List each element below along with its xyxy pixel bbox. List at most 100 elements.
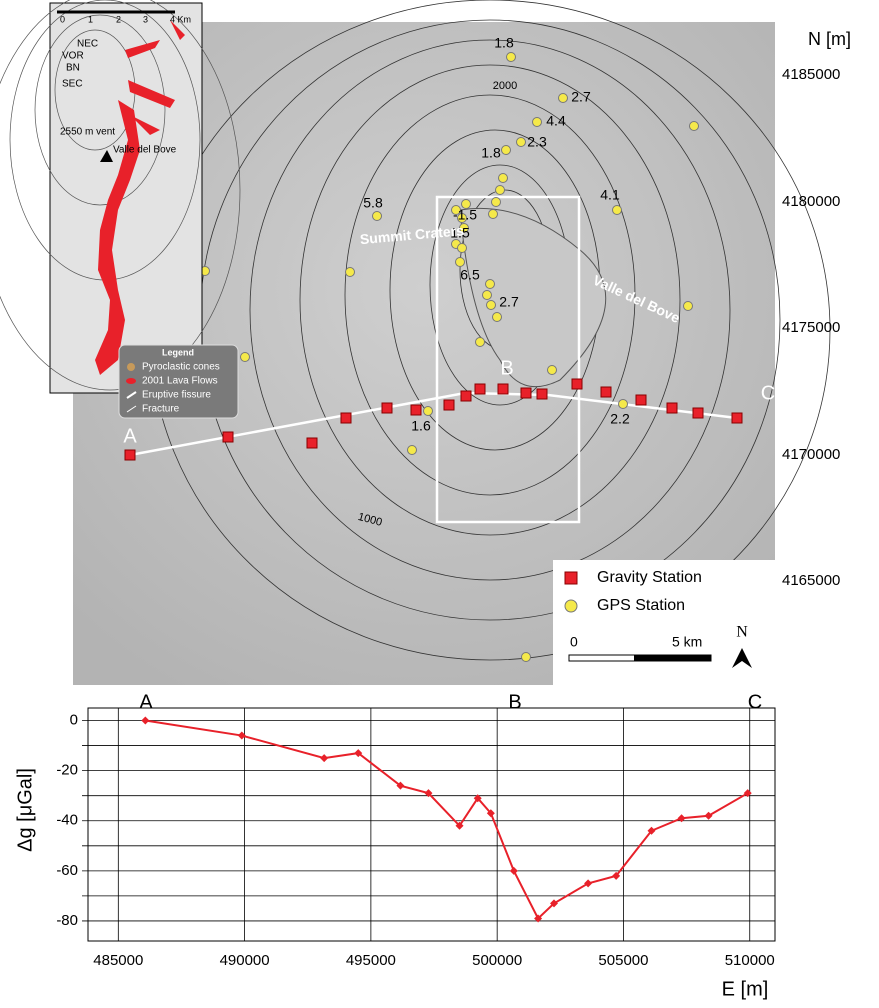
y-tick-label: -60 xyxy=(56,862,78,879)
gravity-station xyxy=(732,413,742,423)
inset-scale: 3 xyxy=(143,14,148,24)
x-tick-label: 485000 xyxy=(93,952,143,969)
northing-label: 4170000 xyxy=(782,446,840,463)
x-tick-label: 490000 xyxy=(220,952,270,969)
gravity-station xyxy=(537,389,547,399)
gps-station xyxy=(533,118,542,127)
x-tick-label: 510000 xyxy=(725,952,775,969)
inset-label: NEC xyxy=(77,39,98,50)
gravity-station xyxy=(461,391,471,401)
inset-label: Valle del Bove xyxy=(113,145,177,156)
gps-station xyxy=(486,280,495,289)
legend-gps-marker xyxy=(565,600,577,612)
gps-station xyxy=(424,407,433,416)
legend-gps: GPS Station xyxy=(597,597,685,614)
inset-label: SEC xyxy=(62,79,83,90)
gps-station xyxy=(496,186,505,195)
displacement-label: 2.3 xyxy=(527,134,547,150)
displacement-label: 1.8 xyxy=(481,145,501,161)
displacement-label: 1.6 xyxy=(411,418,431,434)
inset-scale: 1 xyxy=(88,14,93,24)
north-label: N xyxy=(736,624,748,641)
inset-scale: 2 xyxy=(116,14,121,24)
inset-legend-icon xyxy=(127,363,135,371)
gps-station xyxy=(690,122,699,131)
section-point-label: A xyxy=(123,425,137,447)
inset-label: 2550 m vent xyxy=(60,127,115,138)
scale-bar xyxy=(634,655,711,661)
scale-label: 5 km xyxy=(672,634,702,650)
y-tick-label: -80 xyxy=(56,912,78,929)
gps-station xyxy=(613,206,622,215)
section-label: B xyxy=(508,691,521,713)
legend-gravity: Gravity Station xyxy=(597,569,702,586)
gps-station xyxy=(522,653,531,662)
displacement-label: 6.5 xyxy=(460,267,480,283)
section-point-label: B xyxy=(500,357,513,379)
gravity-station xyxy=(636,395,646,405)
northing-label: 4175000 xyxy=(782,319,840,336)
gravity-station xyxy=(307,438,317,448)
inset-label: VOR xyxy=(62,51,84,62)
map-axis-label: N [m] xyxy=(808,29,851,49)
gps-station xyxy=(507,53,516,62)
displacement-label: -1.5 xyxy=(453,207,477,223)
gravity-station xyxy=(125,450,135,460)
section-label: C xyxy=(748,691,762,713)
gps-station xyxy=(456,258,465,267)
x-tick-label: 495000 xyxy=(346,952,396,969)
gravity-station xyxy=(223,432,233,442)
gps-station xyxy=(458,244,467,253)
gravity-station xyxy=(601,387,611,397)
gps-station xyxy=(241,353,250,362)
northing-label: 4180000 xyxy=(782,193,840,210)
gps-station xyxy=(373,212,382,221)
y-tick-label: 0 xyxy=(70,711,78,728)
scale-label: 0 xyxy=(570,634,578,650)
gravity-station xyxy=(382,403,392,413)
x-tick-label: 505000 xyxy=(598,952,648,969)
displacement-label: 2.7 xyxy=(571,89,591,105)
inset-label: BN xyxy=(66,63,80,74)
y-tick-label: -20 xyxy=(56,762,78,779)
gps-station xyxy=(684,302,693,311)
gravity-station xyxy=(411,405,421,415)
gps-station xyxy=(517,138,526,147)
inset-scale: 4 Km xyxy=(170,14,191,24)
inset-legend-entry: 2001 Lava Flows xyxy=(142,376,218,387)
y-tick-label: -40 xyxy=(56,812,78,829)
gps-station xyxy=(502,146,511,155)
gravity-station xyxy=(475,384,485,394)
legend-gravity-marker xyxy=(565,572,577,584)
gps-station xyxy=(346,268,355,277)
gravity-station xyxy=(498,384,508,394)
gravity-station xyxy=(341,413,351,423)
inset-legend-entry: Pyroclastic cones xyxy=(142,362,220,373)
x-tick-label: 500000 xyxy=(472,952,522,969)
displacement-label: 4.1 xyxy=(600,187,620,203)
displacement-label: 1.8 xyxy=(494,35,514,51)
inset-legend-icon xyxy=(126,378,136,384)
contour-label: 2000 xyxy=(493,80,517,92)
gps-station xyxy=(489,210,498,219)
y-axis-label: Δg [μGal] xyxy=(14,768,36,852)
gps-station xyxy=(548,366,557,375)
northing-label: 4185000 xyxy=(782,66,840,83)
gps-station xyxy=(559,94,568,103)
section-point-label: C xyxy=(761,382,775,404)
gps-station xyxy=(492,198,501,207)
gps-station xyxy=(619,400,628,409)
inset-scale: 0 xyxy=(60,14,65,24)
gps-station xyxy=(499,174,508,183)
inset-legend-entry: Eruptive fissure xyxy=(142,390,211,401)
inset-legend-entry: Fracture xyxy=(142,404,180,415)
section-label: A xyxy=(139,691,153,713)
displacement-label: 4.4 xyxy=(546,113,566,129)
x-axis-label: E [m] xyxy=(722,978,769,1000)
gps-station xyxy=(408,446,417,455)
gps-station xyxy=(487,301,496,310)
gps-station xyxy=(483,291,492,300)
gravity-station xyxy=(521,388,531,398)
gps-station xyxy=(476,338,485,347)
northing-label: 4165000 xyxy=(782,572,840,589)
